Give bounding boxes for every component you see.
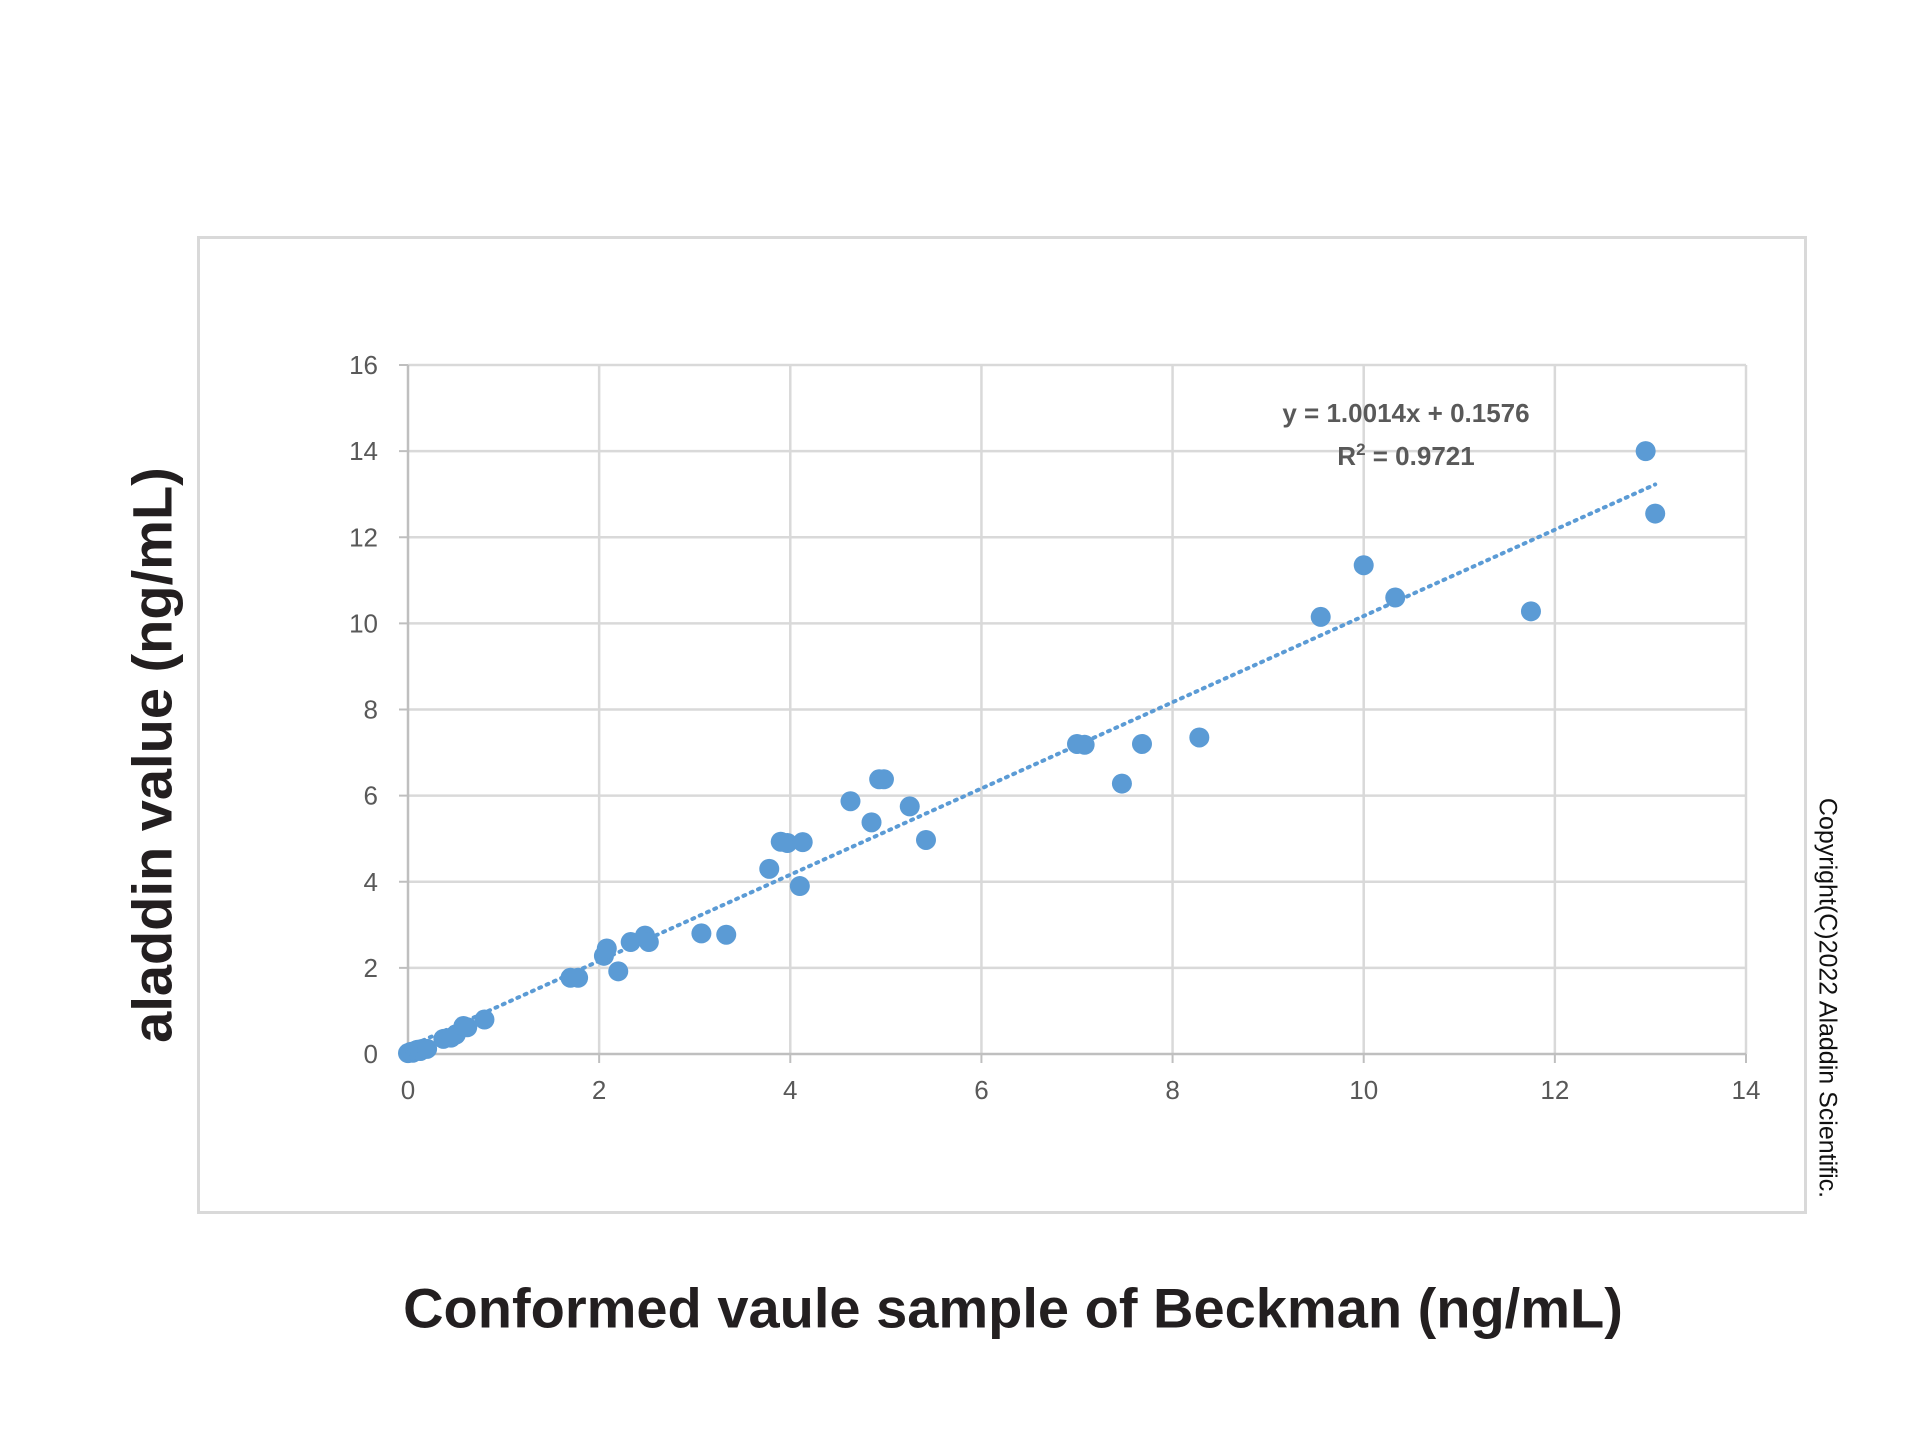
trendline-equation: y = 1.0014x + 0.1576: [1282, 398, 1529, 428]
data-point: [1111, 773, 1132, 794]
x-tick-label: 12: [1540, 1075, 1569, 1105]
y-tick-label: 0: [364, 1039, 378, 1069]
x-axis-title: Conformed vaule sample of Beckman (ng/mL…: [403, 1276, 1623, 1340]
data-point: [1635, 441, 1656, 462]
y-tick-label: 10: [349, 608, 378, 638]
x-tick-label: 6: [974, 1075, 988, 1105]
data-point: [596, 938, 617, 959]
data-point: [1385, 587, 1406, 608]
gridlines: [408, 363, 1748, 1054]
data-point: [1074, 734, 1095, 755]
data-point: [861, 812, 882, 833]
data-point: [1189, 727, 1210, 748]
data-point: [1520, 601, 1541, 622]
data-point: [638, 932, 659, 953]
x-tick-label: 0: [401, 1075, 415, 1105]
x-tick-label: 8: [1165, 1075, 1179, 1105]
r-squared-label: R2 = 0.9721: [1337, 440, 1474, 471]
data-point: [873, 769, 894, 790]
data-point: [417, 1038, 438, 1059]
data-point: [1353, 555, 1374, 576]
data-point: [777, 832, 798, 853]
data-point: [1645, 503, 1666, 524]
x-tick-label: 4: [783, 1075, 797, 1105]
y-axis-title: aladdin value (ng/mL): [120, 467, 184, 1043]
data-point: [474, 1009, 495, 1030]
copyright-notice: Copyright(C)2022 Aladdin Scientific.: [1813, 797, 1842, 1199]
data-point: [1310, 606, 1331, 627]
data-point: [457, 1017, 478, 1038]
data-points: [398, 441, 1666, 1064]
data-point: [759, 858, 780, 879]
data-point: [915, 829, 936, 850]
data-point: [691, 923, 712, 944]
y-tick-label: 16: [349, 350, 378, 380]
data-point: [568, 967, 589, 988]
trendline-path: [406, 482, 1658, 1050]
data-point: [792, 832, 813, 853]
x-tick-label: 2: [592, 1075, 606, 1105]
y-tick-label: 6: [364, 781, 378, 811]
y-tick-label: 12: [349, 522, 378, 552]
tick-labels: 0 2 4 6 8 10 12 14 16 0 2 4 6 8 10 12 14: [349, 350, 1760, 1105]
data-point: [1131, 733, 1152, 754]
trendline: [406, 482, 1658, 1050]
data-point: [789, 876, 810, 897]
x-tick-label: 10: [1349, 1075, 1378, 1105]
y-tick-label: 4: [364, 867, 378, 897]
x-tick-label: 14: [1732, 1075, 1761, 1105]
data-point: [899, 796, 920, 817]
data-point: [608, 961, 629, 982]
y-tick-label: 2: [364, 953, 378, 983]
data-point: [716, 924, 737, 945]
chart-frame: [197, 236, 1807, 1214]
data-point: [840, 791, 861, 812]
y-tick-label: 8: [364, 695, 378, 725]
y-tick-label: 14: [349, 436, 378, 466]
